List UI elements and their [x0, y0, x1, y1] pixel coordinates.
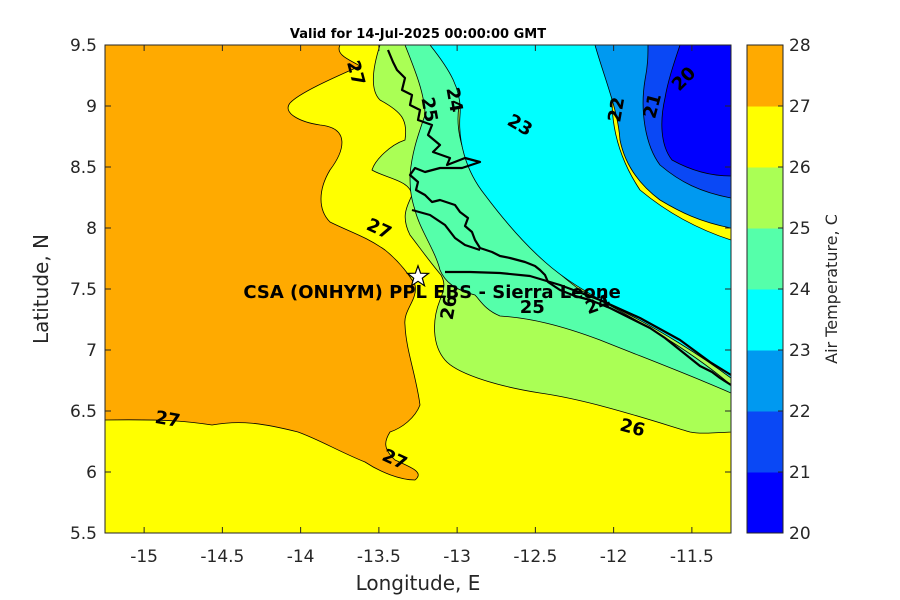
colorbar-segment: [747, 45, 783, 107]
x-tick-label: -15: [130, 547, 158, 567]
colorbar-segment: [747, 350, 783, 412]
contour-label: 25: [520, 297, 545, 318]
colorbar-tick-label: 27: [789, 97, 811, 117]
station-label: CSA (ONHYM) PPL EBS - Sierra Leone: [243, 282, 620, 303]
chart-title: Valid for 14-Jul-2025 00:00:00 GMT: [290, 27, 546, 42]
coastline-path: [386, 49, 731, 386]
contour-label: 24: [441, 86, 466, 114]
x-tick-label: -12.5: [513, 547, 557, 567]
y-tick-label: 8: [86, 219, 97, 239]
station-star-icon: [405, 263, 431, 288]
contour-bands: [105, 45, 731, 533]
x-tick-label: -13.5: [357, 547, 401, 567]
contour-label: 25: [416, 95, 441, 123]
colorbar-segment: [747, 106, 783, 168]
station-marker: CSA (ONHYM) PPL EBS - Sierra Leone: [243, 263, 621, 303]
x-tick-label: -12: [600, 547, 628, 567]
y-tick-label: 9.5: [70, 36, 97, 56]
x-tick-label: -14: [287, 547, 315, 567]
river-path: [411, 208, 481, 252]
y-axis-label: Latitude, N: [29, 234, 53, 344]
colorbar-tick-label: 21: [789, 463, 811, 483]
border-path: [445, 270, 731, 376]
colorbar-tick-label: 24: [789, 280, 811, 300]
colorbar-tick-label: 25: [789, 219, 811, 239]
colorbar-tick-label: 28: [789, 36, 811, 56]
colorbar-tick-label: 26: [789, 158, 811, 178]
contour-label: 26: [437, 293, 462, 321]
band-23-24: [429, 45, 731, 379]
colorbar: 20 21 22 23 24 25 26 27 28: [746, 36, 811, 544]
y-tick-label: 6.5: [70, 402, 97, 422]
band-20-21: [661, 45, 731, 177]
colorbar-segment: [747, 289, 783, 351]
y-tick-label: 7: [86, 341, 97, 361]
x-axis-label: Longitude, E: [356, 571, 481, 595]
colorbar-segment: [747, 472, 783, 534]
x-tick-label: -14.5: [200, 547, 244, 567]
x-tick-label: -13: [443, 547, 471, 567]
colorbar-segment: [747, 228, 783, 290]
contour-label: 22: [604, 95, 629, 123]
colorbar-tick-label: 23: [789, 341, 811, 361]
y-tick-label: 8.5: [70, 158, 97, 178]
colorbar-label: Air Temperature, C: [822, 214, 841, 364]
colorbar-tick-label: 20: [789, 524, 811, 544]
y-tick-label: 7.5: [70, 280, 97, 300]
contour-label: 27: [153, 407, 181, 432]
colorbar-tick-label: 22: [789, 402, 811, 422]
x-tick-label: -11.5: [670, 547, 714, 567]
y-tick-label: 6: [86, 463, 97, 483]
coastline: [386, 49, 731, 386]
band-27-28: [105, 45, 421, 481]
colorbar-segment: [747, 411, 783, 473]
y-tick-label: 9: [86, 97, 97, 117]
y-axis: 5.5 6 6.5 7 7.5 8 8.5 9 9.5: [70, 36, 731, 544]
colorbar-segment: [747, 167, 783, 229]
x-axis: -15 -14.5 -14 -13.5 -13 -12.5 -12 -11.5: [130, 45, 714, 567]
y-tick-label: 5.5: [70, 524, 97, 544]
